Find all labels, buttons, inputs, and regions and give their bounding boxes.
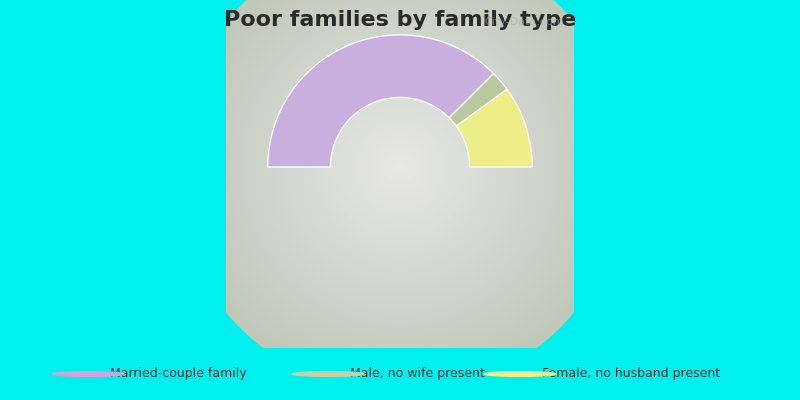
Circle shape xyxy=(349,116,451,218)
Circle shape xyxy=(335,102,465,232)
Circle shape xyxy=(321,88,479,246)
Text: Male, no wife present: Male, no wife present xyxy=(350,368,485,380)
Text: Poor families by family type: Poor families by family type xyxy=(224,10,576,30)
Text: Female, no husband present: Female, no husband present xyxy=(542,368,721,380)
Circle shape xyxy=(185,0,615,382)
Circle shape xyxy=(205,0,595,362)
Circle shape xyxy=(310,76,490,258)
Circle shape xyxy=(236,3,564,331)
Circle shape xyxy=(352,119,448,215)
Circle shape xyxy=(194,0,606,374)
Circle shape xyxy=(361,128,439,207)
Wedge shape xyxy=(268,35,494,167)
Circle shape xyxy=(394,161,406,173)
Circle shape xyxy=(242,9,558,325)
Circle shape xyxy=(275,43,525,292)
Circle shape xyxy=(256,23,544,311)
Circle shape xyxy=(346,113,454,221)
Circle shape xyxy=(199,0,601,368)
Circle shape xyxy=(290,57,510,277)
Text: City-Data.com: City-Data.com xyxy=(484,18,563,28)
Circle shape xyxy=(484,372,556,376)
Circle shape xyxy=(245,12,555,322)
Circle shape xyxy=(298,65,502,269)
Circle shape xyxy=(383,150,417,184)
Circle shape xyxy=(264,31,536,303)
Circle shape xyxy=(278,46,522,289)
Circle shape xyxy=(239,6,561,328)
Circle shape xyxy=(190,0,610,376)
Circle shape xyxy=(397,164,403,170)
Circle shape xyxy=(230,0,570,337)
Circle shape xyxy=(273,40,527,294)
Circle shape xyxy=(208,0,592,359)
Circle shape xyxy=(182,0,618,385)
Circle shape xyxy=(222,0,578,345)
Circle shape xyxy=(380,147,420,187)
Circle shape xyxy=(258,26,542,308)
Circle shape xyxy=(363,130,437,204)
Circle shape xyxy=(233,0,567,334)
Circle shape xyxy=(330,96,470,238)
Circle shape xyxy=(293,60,507,274)
Circle shape xyxy=(250,17,550,317)
Circle shape xyxy=(253,20,547,314)
Circle shape xyxy=(188,0,612,379)
Wedge shape xyxy=(456,89,532,167)
Circle shape xyxy=(324,91,476,243)
Circle shape xyxy=(267,34,533,300)
Circle shape xyxy=(202,0,598,365)
Circle shape xyxy=(326,94,474,240)
Circle shape xyxy=(262,28,538,306)
Circle shape xyxy=(227,0,573,340)
Circle shape xyxy=(315,82,485,252)
Circle shape xyxy=(389,156,411,178)
Circle shape xyxy=(343,110,457,224)
Circle shape xyxy=(332,99,468,235)
Circle shape xyxy=(292,372,364,376)
Circle shape xyxy=(247,14,553,320)
Circle shape xyxy=(378,144,422,190)
Circle shape xyxy=(295,62,505,272)
Circle shape xyxy=(386,153,414,181)
Circle shape xyxy=(358,125,442,210)
Circle shape xyxy=(225,0,575,342)
Circle shape xyxy=(354,122,446,212)
Circle shape xyxy=(284,51,516,283)
Circle shape xyxy=(338,105,462,229)
Circle shape xyxy=(270,37,530,297)
Circle shape xyxy=(210,0,590,356)
Circle shape xyxy=(287,54,513,280)
Text: Married-couple family: Married-couple family xyxy=(110,368,247,380)
Circle shape xyxy=(306,74,494,260)
Circle shape xyxy=(304,71,496,263)
Circle shape xyxy=(366,133,434,201)
Circle shape xyxy=(282,48,518,286)
Circle shape xyxy=(219,0,581,348)
Circle shape xyxy=(372,139,428,195)
Circle shape xyxy=(391,158,409,176)
Wedge shape xyxy=(450,74,507,126)
Circle shape xyxy=(216,0,584,351)
Circle shape xyxy=(312,79,488,255)
Circle shape xyxy=(369,136,431,198)
Circle shape xyxy=(179,0,621,388)
Circle shape xyxy=(341,108,459,226)
Circle shape xyxy=(174,0,626,393)
Circle shape xyxy=(197,0,603,371)
Circle shape xyxy=(177,0,623,390)
Circle shape xyxy=(301,68,499,266)
Circle shape xyxy=(374,142,426,192)
Circle shape xyxy=(318,85,482,249)
Circle shape xyxy=(214,0,586,354)
Circle shape xyxy=(52,372,124,376)
